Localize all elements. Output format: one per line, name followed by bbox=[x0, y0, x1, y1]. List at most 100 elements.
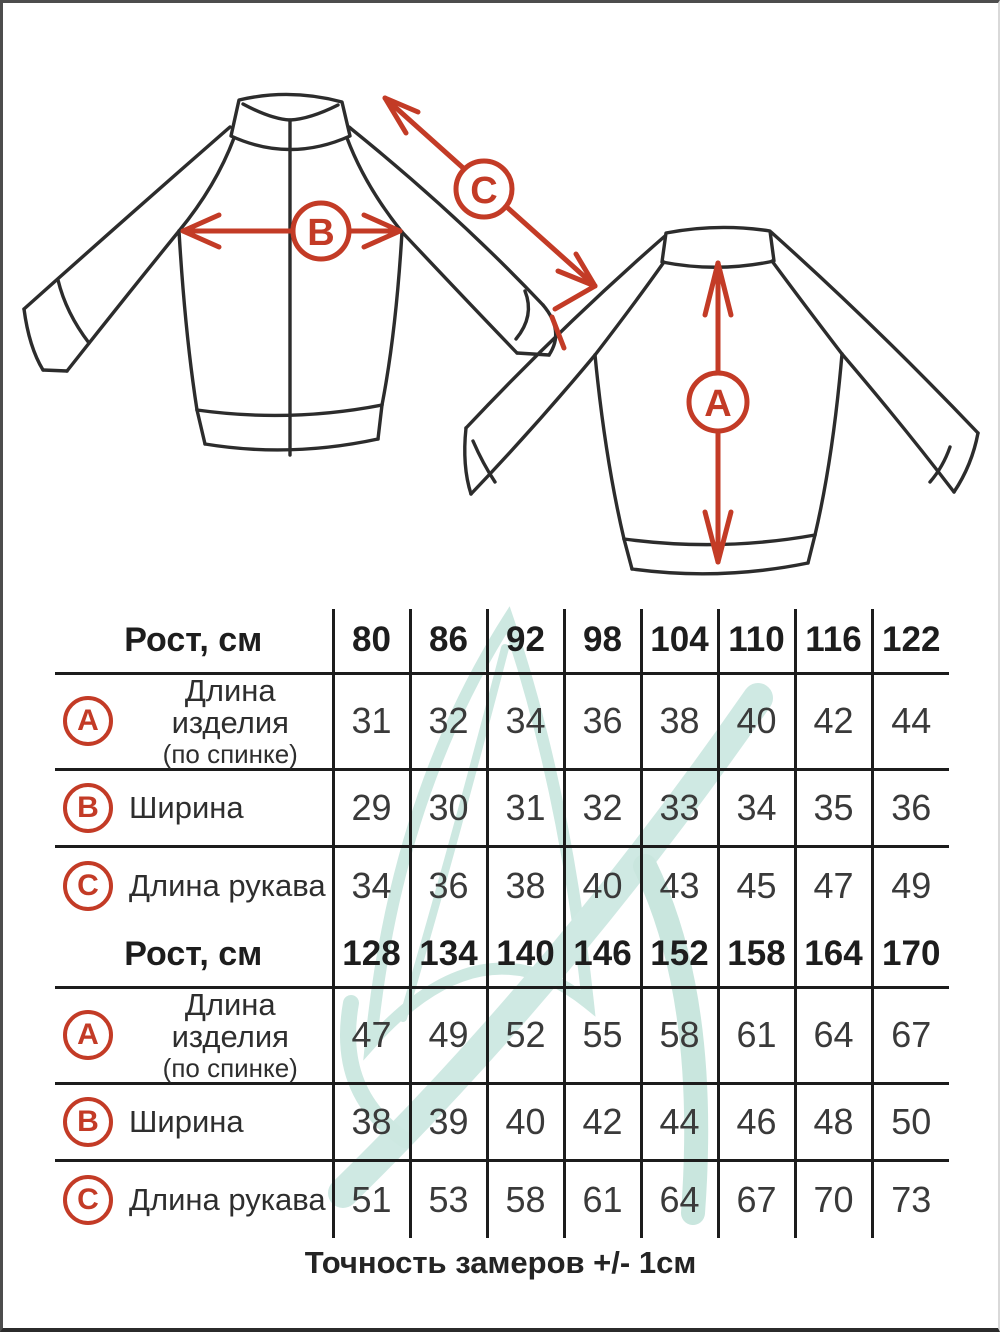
measure-badge-b: B bbox=[290, 200, 352, 262]
height-column-header: 98 bbox=[562, 609, 641, 675]
measurement-value: 38 bbox=[639, 673, 718, 772]
measurement-value: 64 bbox=[639, 1160, 718, 1238]
row-sublabel: (по спинке) bbox=[162, 738, 298, 769]
row-label: Длина рукава bbox=[129, 867, 326, 903]
table-header-row: Рост, см 128 134 140 146 152 158 164 170 bbox=[55, 923, 949, 989]
row-label-cell: C Длина рукава bbox=[55, 847, 333, 924]
table-row-b: B Ширина 29 30 31 32 33 34 35 36 bbox=[55, 769, 949, 849]
measurement-value: 58 bbox=[485, 1160, 564, 1238]
measurement-value: 64 bbox=[793, 987, 872, 1086]
row-label: Ширина bbox=[129, 789, 244, 825]
height-column-header: 122 bbox=[870, 609, 949, 675]
table-row-c: C Длина рукава 34 36 38 40 43 45 47 49 bbox=[55, 846, 949, 924]
row-label: Длина изделия bbox=[171, 986, 289, 1055]
size-table: Рост, см 128 134 140 146 152 158 164 170 A Длина и… bbox=[55, 923, 949, 1238]
measurement-value: 38 bbox=[331, 1083, 410, 1163]
measure-arrow-c bbox=[382, 95, 598, 351]
measurement-value: 32 bbox=[408, 673, 487, 772]
table-header-row: Рост, см 80 86 92 98 104 110 116 122 bbox=[55, 609, 949, 675]
table-row-a: A Длина изделия (по спинке) 31 32 34 36 38 40 42 4… bbox=[55, 672, 949, 772]
letter-badge-a: A bbox=[63, 696, 113, 747]
measurement-value: 39 bbox=[408, 1083, 487, 1163]
measurement-value: 45 bbox=[716, 846, 795, 924]
measurement-value: 30 bbox=[408, 769, 487, 849]
height-column-header: 80 bbox=[331, 609, 410, 675]
measure-badge-a: A bbox=[686, 370, 750, 434]
measurement-value: 42 bbox=[562, 1083, 641, 1163]
table-row-a: A Длина изделия (по спинке) 47 49 52 55 58 61 64 6… bbox=[55, 986, 949, 1086]
table-row-c: C Длина рукава 51 53 58 61 64 67 70 73 bbox=[55, 1160, 949, 1238]
header-label: Рост, см bbox=[55, 923, 333, 989]
size-table-80-122: Рост, см 80 86 92 98 104 110 116 122 A Длина издел… bbox=[55, 609, 949, 924]
height-column-header: 92 bbox=[485, 609, 564, 675]
height-column-header: 152 bbox=[639, 923, 718, 989]
jacket-front-outline bbox=[22, 92, 558, 457]
measurement-value: 40 bbox=[485, 1083, 564, 1163]
badge-letter-b: B bbox=[307, 212, 334, 254]
measurement-value: 51 bbox=[331, 1160, 410, 1238]
measurement-value: 33 bbox=[639, 769, 718, 849]
height-column-header: 140 bbox=[485, 923, 564, 989]
row-label: Длина изделия bbox=[171, 672, 289, 741]
row-label: Длина рукава bbox=[129, 1181, 326, 1217]
measurement-value: 49 bbox=[408, 987, 487, 1086]
measurement-value: 34 bbox=[331, 846, 410, 924]
letter-badge-c: C bbox=[63, 860, 113, 911]
measurement-value: 73 bbox=[870, 1160, 949, 1238]
measurement-value: 43 bbox=[639, 846, 718, 924]
badge-letter-a: A bbox=[704, 383, 731, 425]
measurement-value: 29 bbox=[331, 769, 410, 849]
header-label: Рост, см bbox=[55, 609, 333, 675]
measurement-value: 34 bbox=[485, 673, 564, 772]
letter-badge-b: B bbox=[63, 1097, 113, 1148]
row-label-cell: A Длина изделия (по спинке) bbox=[55, 672, 333, 772]
measurement-value: 61 bbox=[562, 1160, 641, 1238]
height-column-header: 104 bbox=[639, 609, 718, 675]
garment-diagram: B C A bbox=[22, 92, 980, 576]
measurement-value: 49 bbox=[870, 846, 949, 924]
row-sublabel: (по спинке) bbox=[162, 1052, 298, 1083]
row-label-cell: A Длина изделия (по спинке) bbox=[55, 986, 333, 1086]
height-column-header: 110 bbox=[716, 609, 795, 675]
badge-letter-c: C bbox=[470, 170, 497, 212]
height-column-header: 116 bbox=[793, 609, 872, 675]
measurement-value: 36 bbox=[562, 673, 641, 772]
row-label-cell: C Длина рукава bbox=[55, 1161, 333, 1238]
measurement-value: 67 bbox=[870, 987, 949, 1086]
measurement-value: 47 bbox=[331, 987, 410, 1086]
measurement-value: 35 bbox=[793, 769, 872, 849]
measurement-value: 70 bbox=[793, 1160, 872, 1238]
measurement-value: 46 bbox=[716, 1083, 795, 1163]
measurement-value: 55 bbox=[562, 987, 641, 1086]
height-column-header: 128 bbox=[331, 923, 410, 989]
height-column-header: 164 bbox=[793, 923, 872, 989]
accuracy-note: Точность замеров +/- 1см bbox=[304, 1245, 697, 1280]
measurement-value: 32 bbox=[562, 769, 641, 849]
letter-badge-b: B bbox=[63, 783, 113, 834]
measurement-value: 53 bbox=[408, 1160, 487, 1238]
letter-badge-a: A bbox=[63, 1010, 113, 1061]
measurement-value: 48 bbox=[793, 1083, 872, 1163]
measurement-value: 47 bbox=[793, 846, 872, 924]
height-column-header: 158 bbox=[716, 923, 795, 989]
size-table-128-170: Рост, см 128 134 140 146 152 158 164 170 A Длина и… bbox=[55, 923, 949, 1238]
measurement-value: 42 bbox=[793, 673, 872, 772]
table-row-b: B Ширина 38 39 40 42 44 46 48 50 bbox=[55, 1083, 949, 1163]
measurement-value: 34 bbox=[716, 769, 795, 849]
measurement-value: 50 bbox=[870, 1083, 949, 1163]
height-column-header: 170 bbox=[870, 923, 949, 989]
measurement-value: 67 bbox=[716, 1160, 795, 1238]
height-column-header: 134 bbox=[408, 923, 487, 989]
size-table: Рост, см 80 86 92 98 104 110 116 122 A Длина издел… bbox=[55, 609, 949, 924]
measurement-value: 44 bbox=[870, 673, 949, 772]
measurement-value: 52 bbox=[485, 987, 564, 1086]
row-label-cell: B Ширина bbox=[55, 1083, 333, 1163]
measurement-value: 58 bbox=[639, 987, 718, 1086]
measurement-value: 38 bbox=[485, 846, 564, 924]
measure-badge-c: C bbox=[453, 158, 515, 220]
measure-badges: B C A bbox=[290, 158, 750, 434]
measurement-value: 40 bbox=[716, 673, 795, 772]
measurement-value: 31 bbox=[485, 769, 564, 849]
jacket-back-outline bbox=[463, 225, 980, 576]
